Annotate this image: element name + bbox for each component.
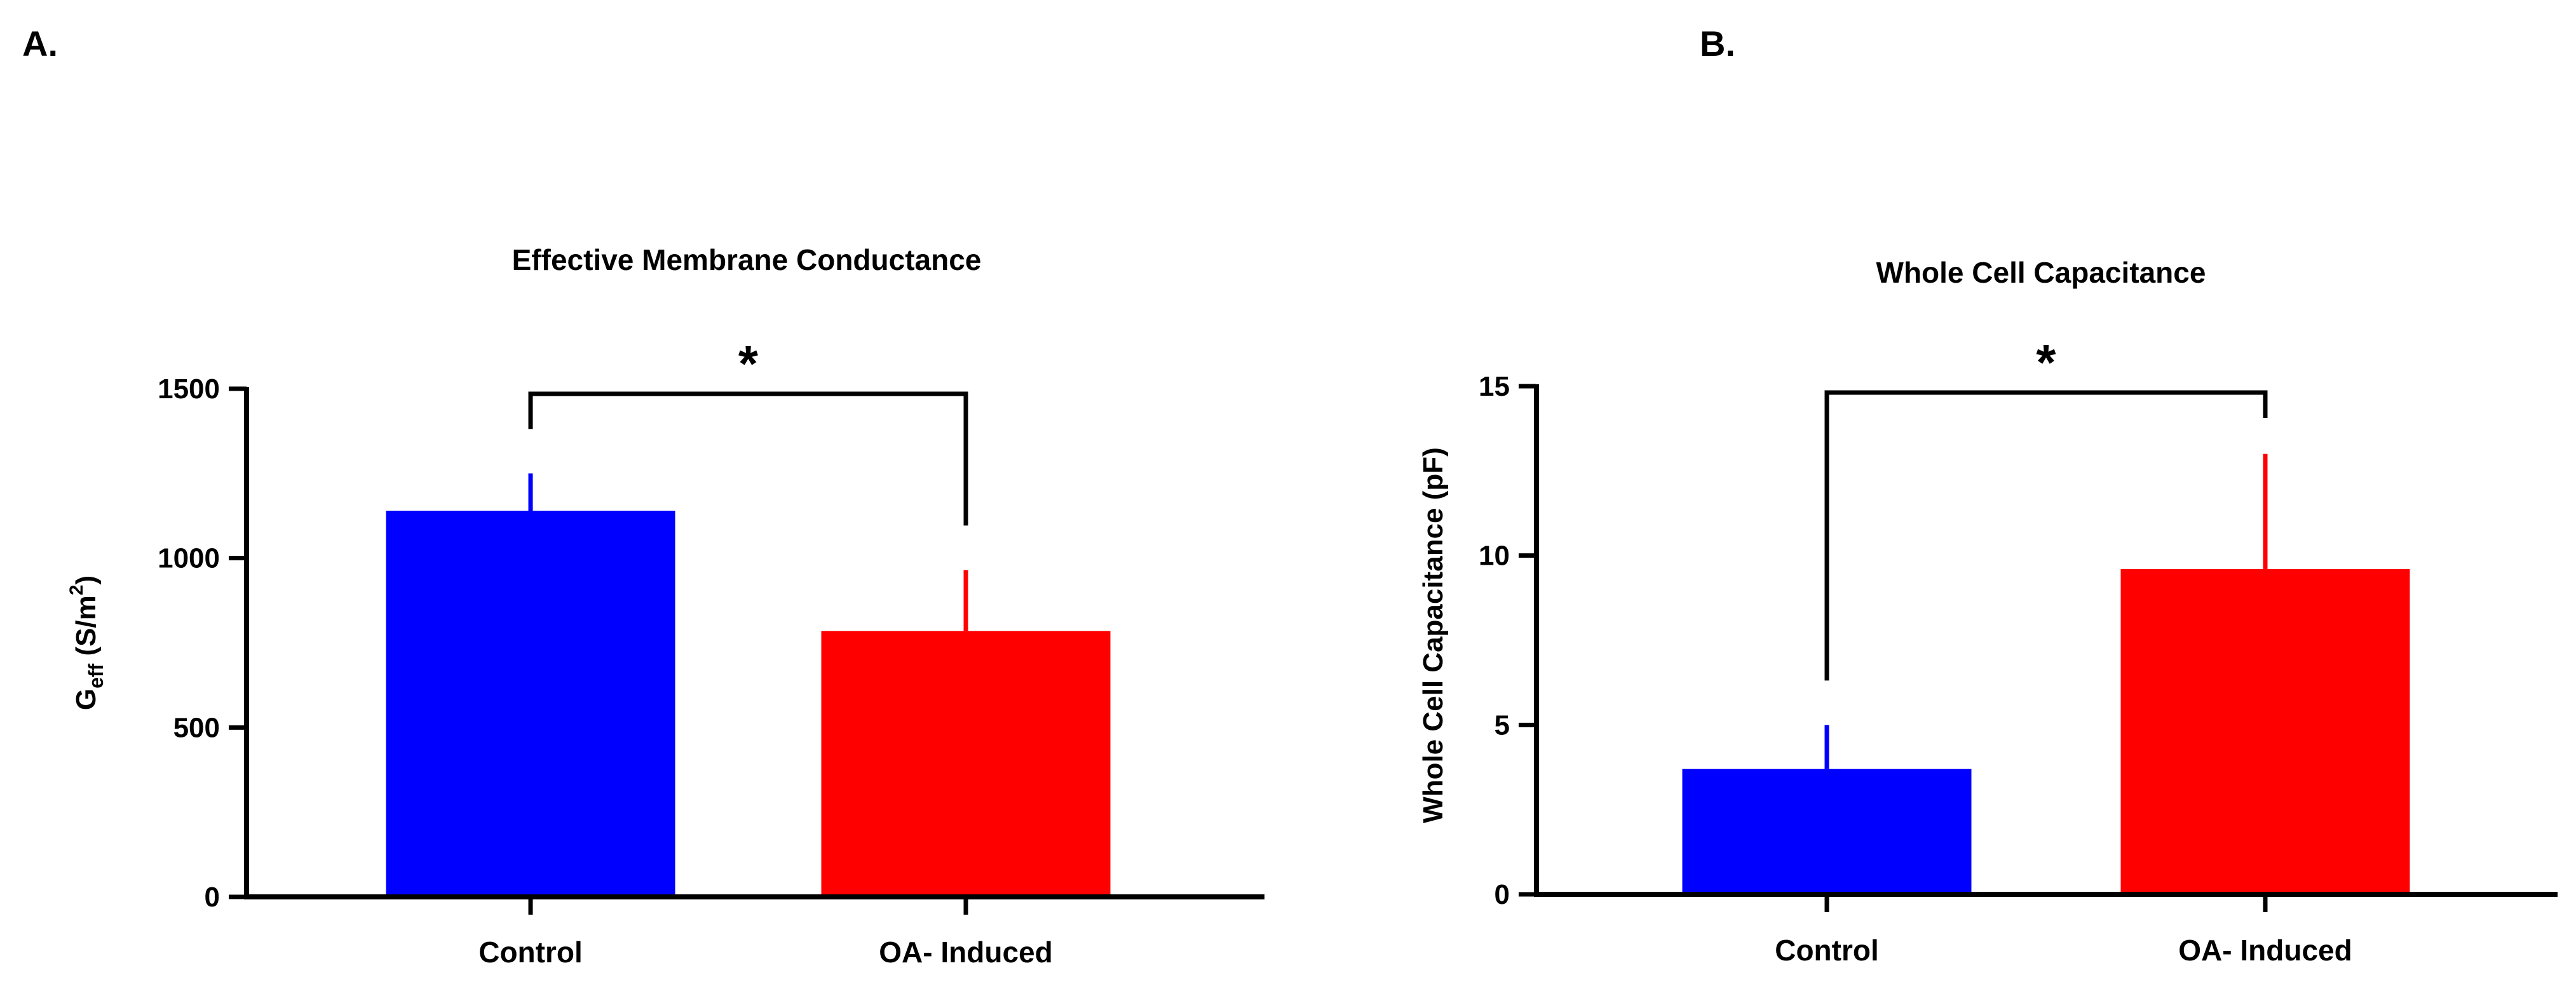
chart2-panel-label: B. (1700, 24, 1735, 64)
chart2-title: Whole Cell Capacitance (1876, 256, 2206, 289)
chart1-significance-bracket (528, 391, 968, 526)
chart2-category-label-0: Control (1775, 934, 1879, 967)
chart1-y-tick-label-3: 1500 (158, 373, 220, 405)
chart1-y-axis-label: Geff (S/m2) (66, 575, 107, 710)
chart1-title: Effective Membrane Conductance (512, 243, 982, 276)
chart1-y-axis-label-part-3: 2 (66, 585, 87, 596)
chart1-y-axis-label-part-0: G (71, 689, 102, 710)
chart1-y-axis-label-part-4: ) (71, 575, 102, 585)
chart1-panel-label: A. (22, 24, 58, 64)
chart1-y-tick-label-2: 1000 (158, 543, 220, 574)
chart1-bar-1 (821, 631, 1111, 897)
chart1-category-label-1: OA- Induced (879, 936, 1052, 969)
chart1-y-axis-label-part-2: (S/m (71, 595, 102, 664)
chart2-significance-star: * (2036, 334, 2056, 391)
chart1-significance-star: * (738, 335, 759, 392)
chart2-y-tick-label-1: 5 (1495, 710, 1510, 741)
chart1-y-tick-label-1: 500 (173, 712, 220, 743)
chart2-category-label-1: OA- Induced (2178, 934, 2352, 967)
chart2-bar-0 (1682, 769, 1972, 894)
chart2-y-tick-label-2: 10 (1479, 541, 1510, 572)
chart2-y-tick-label-0: 0 (1495, 879, 1510, 910)
chart2-y-tick-label-3: 15 (1479, 371, 1510, 402)
chart2-y-axis-label: Whole Cell Capacitance (pF) (1418, 447, 1449, 823)
chart1-category-label-0: Control (478, 936, 583, 969)
chart2-significance-bracket (1824, 390, 2268, 681)
chart1-y-tick-label-0: 0 (205, 882, 220, 913)
chart1-y-axis-label-part-1: eff (85, 663, 107, 688)
chart2-bar-1 (2120, 569, 2410, 894)
panel-a: A. Effective Membrane Conductance 0 500 1000… (22, 24, 1264, 969)
panel-b: B. Whole Cell Capacitance 0 5 10 15 Control OA-… (1418, 24, 2558, 967)
chart1-bar-0 (386, 511, 675, 897)
